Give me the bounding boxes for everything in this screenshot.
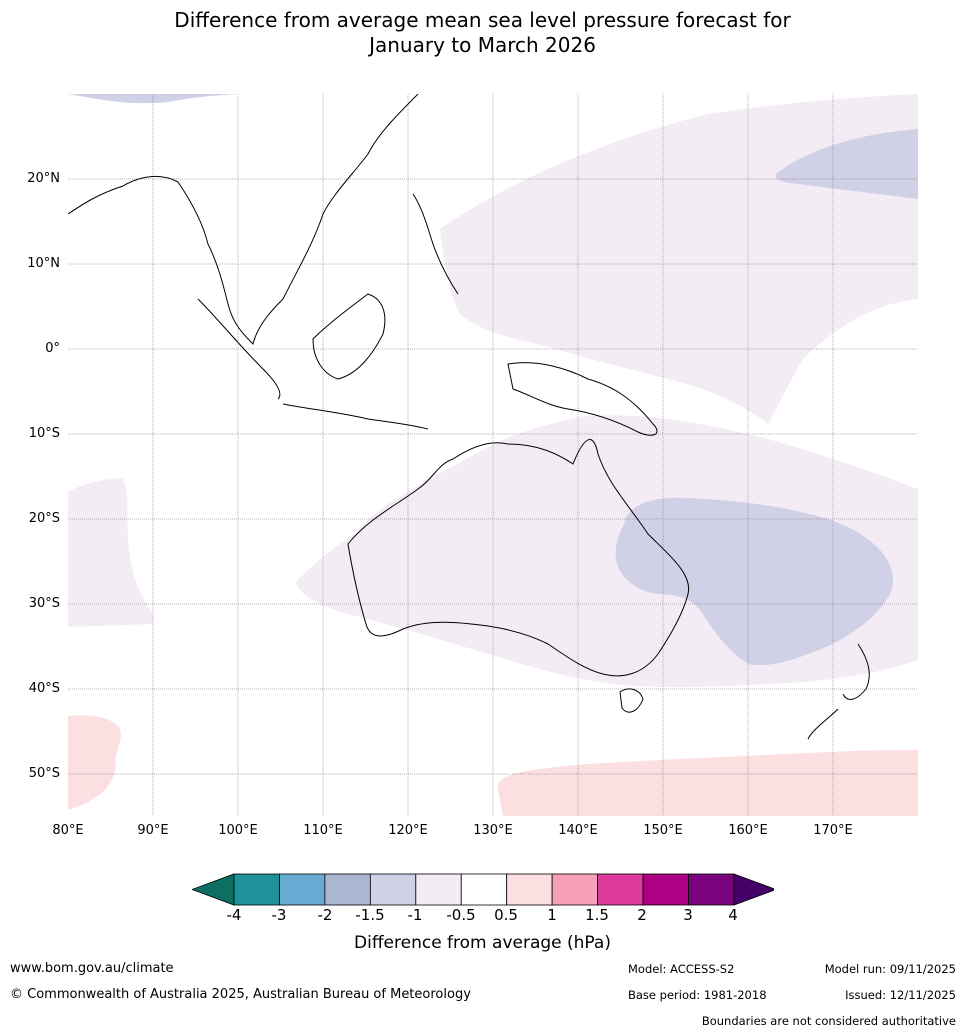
colorbar-tick: 3	[683, 906, 693, 924]
colorbar-cell	[551, 873, 598, 906]
colorbar-tick: 0.5	[494, 906, 518, 924]
colorbar-cap-low	[192, 873, 235, 906]
colorbar-tick: -2	[317, 906, 333, 924]
colorbar-tick: 1.5	[585, 906, 609, 924]
colorbar-cell	[506, 873, 553, 906]
footer-model: Model: ACCESS-S2	[628, 962, 735, 976]
colorbar-tick: -0.5	[446, 906, 476, 924]
colorbar-cell	[233, 873, 280, 906]
title-line-1: Difference from average mean sea level p…	[174, 8, 791, 32]
colorbar-tick: -4	[226, 906, 242, 924]
lon-label-80e: 80°E	[52, 823, 84, 838]
lat-label-10s: 10°S	[28, 426, 60, 441]
anomaly-region-central-pacific	[775, 129, 918, 199]
colorbar-tick: -1	[407, 906, 423, 924]
colorbar-cell	[688, 873, 735, 906]
graticule	[68, 94, 918, 816]
lat-label-20n: 20°N	[27, 171, 60, 186]
lon-label-150e: 150°E	[643, 823, 683, 838]
footer-model-run: Model run: 09/11/2025	[824, 962, 956, 976]
lat-label-20s: 20°S	[28, 511, 60, 526]
coast-new-zealand	[807, 643, 870, 740]
colorbar-label: Difference from average (hPa)	[354, 933, 611, 953]
map-panel	[68, 94, 918, 816]
lat-label-10n: 10°N	[27, 256, 60, 271]
colorbar-cell	[324, 873, 371, 906]
anomaly-region-southern-ocean-east	[497, 750, 918, 816]
lat-label-50s: 50°S	[28, 766, 60, 781]
colorbar	[192, 873, 774, 906]
coast-sumatra-java	[197, 298, 429, 430]
footer-issued: Issued: 12/11/2025	[845, 988, 956, 1002]
colorbar-cell	[415, 873, 462, 906]
colorbar-cell	[597, 873, 644, 906]
colorbar-tick: -1.5	[355, 906, 385, 924]
footer-base-period: Base period: 1981-2018	[628, 988, 767, 1002]
lon-label-90e: 90°E	[137, 823, 169, 838]
colorbar-cell	[369, 873, 417, 906]
colorbar-tick: 4	[728, 906, 738, 924]
coastlines	[68, 94, 870, 740]
colorbar-cell	[460, 873, 508, 906]
colorbar-tick: 2	[637, 906, 647, 924]
anomaly-region-indian-ocean	[68, 478, 153, 627]
coast-new-guinea	[507, 362, 658, 436]
coast-philippines	[412, 193, 459, 295]
coast-australia	[347, 439, 690, 677]
lat-label-30s: 30°S	[28, 596, 60, 611]
lon-label-130e: 130°E	[473, 823, 513, 838]
anomaly-region-tasman-sea	[615, 497, 894, 666]
colorbar-tick: 1	[547, 906, 557, 924]
colorbar-cell	[642, 873, 689, 906]
lon-label-120e: 120°E	[388, 823, 428, 838]
footer-url[interactable]: www.bom.gov.au/climate	[10, 961, 174, 976]
lon-label-140e: 140°E	[558, 823, 598, 838]
lat-label-40s: 40°S	[28, 681, 60, 696]
lat-label-0: 0°	[45, 341, 60, 356]
lon-label-110e: 110°E	[303, 823, 343, 838]
lon-label-100e: 100°E	[218, 823, 258, 838]
lon-label-160e: 160°E	[728, 823, 768, 838]
footer-disclaimer: Boundaries are not considered authoritat…	[701, 1014, 956, 1028]
lon-label-170e: 170°E	[813, 823, 853, 838]
colorbar-tick: -3	[271, 906, 287, 924]
coast-tasmania	[619, 688, 644, 713]
title-line-2: January to March 2026	[369, 33, 596, 57]
colorbar-cell	[279, 873, 326, 906]
coast-asia-mainland	[68, 94, 419, 345]
footer-copyright: © Commonwealth of Australia 2025, Austra…	[10, 987, 471, 1002]
colorbar-cap-high	[733, 873, 774, 906]
chart-title: Difference from average mean sea level p…	[0, 8, 965, 58]
anomaly-region-southern-ocean-west	[68, 715, 121, 810]
coast-borneo	[312, 293, 386, 380]
